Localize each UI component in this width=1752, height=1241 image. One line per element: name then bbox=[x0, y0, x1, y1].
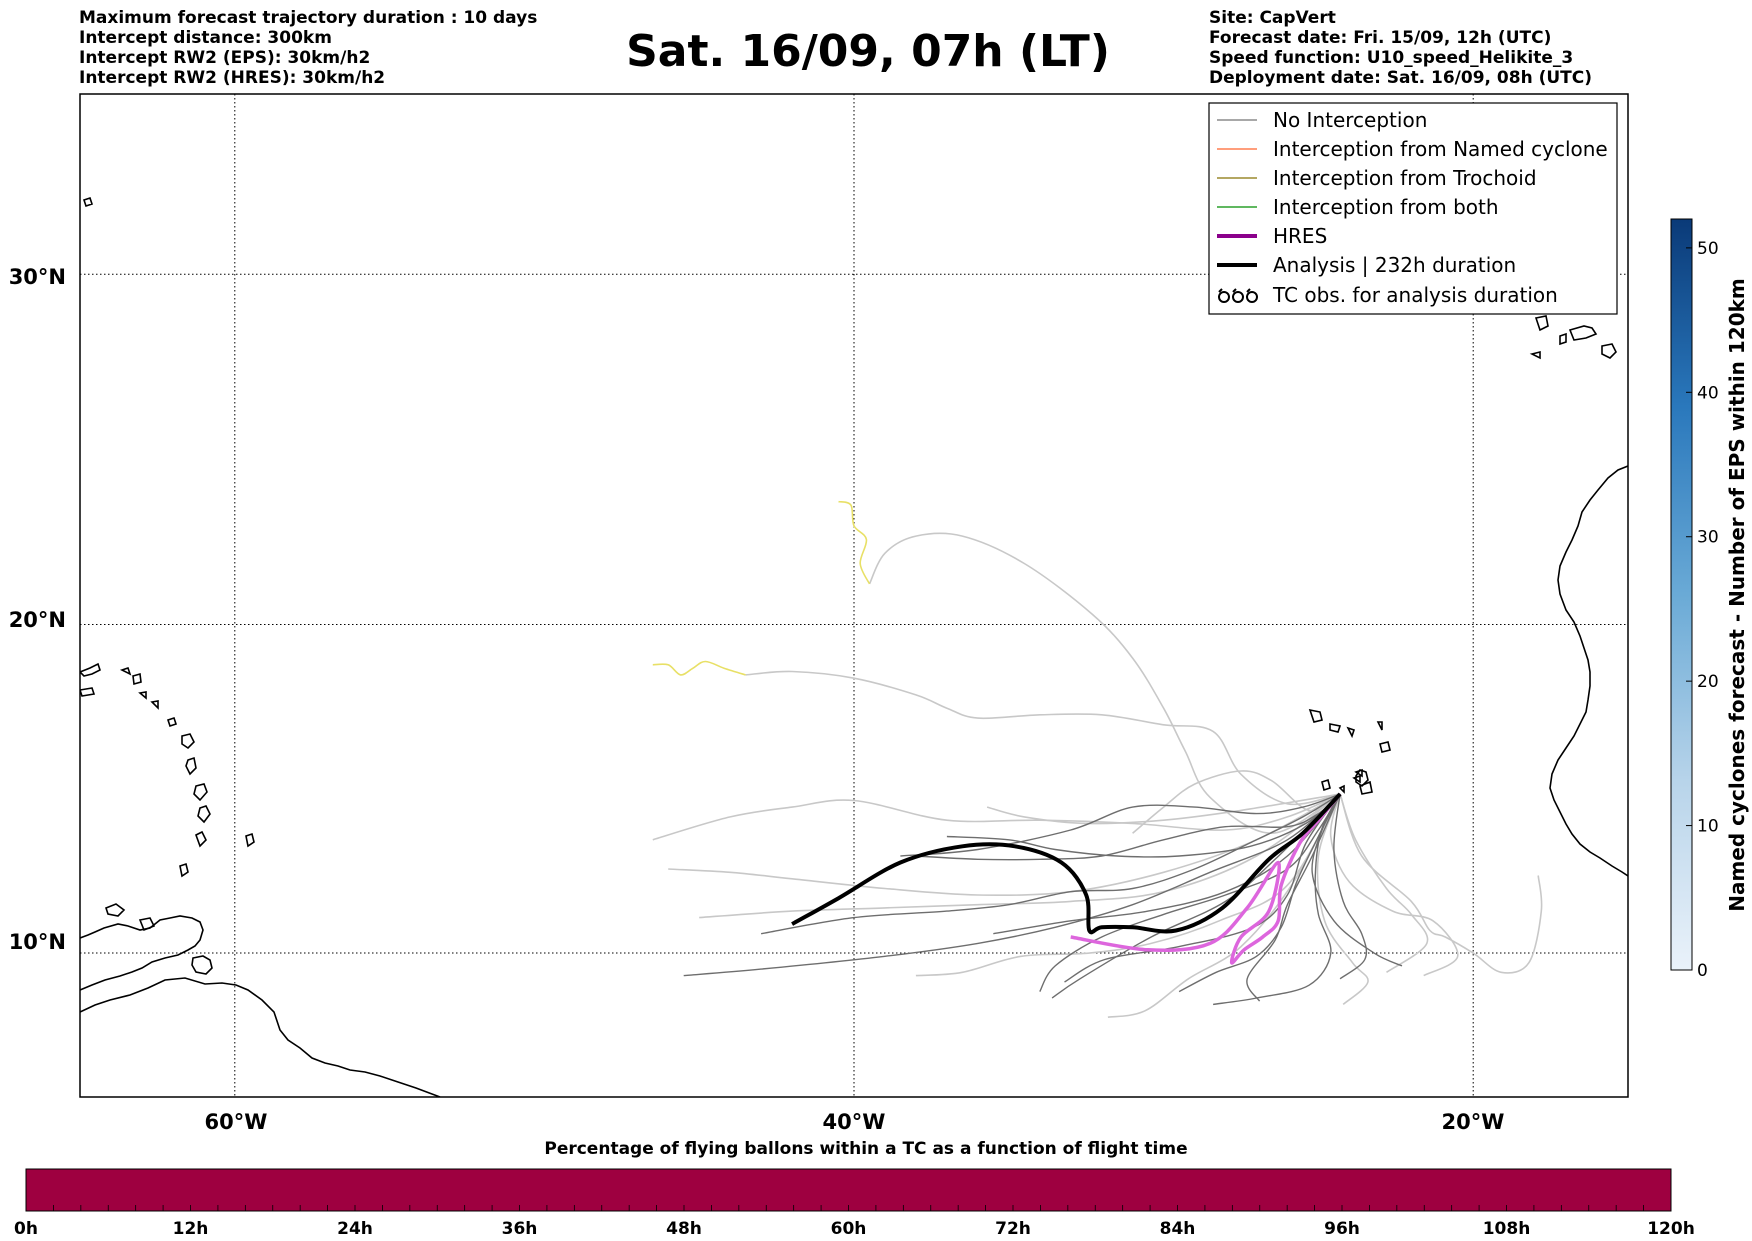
eps-trajectory bbox=[1132, 770, 1341, 834]
eps-trajectory bbox=[1039, 793, 1341, 992]
site-info: Site: CapVert Forecast date: Fri. 15/09,… bbox=[1209, 8, 1592, 88]
flight-time-tick-label: 12h bbox=[173, 1219, 209, 1239]
forecast-parameters: Maximum forecast trajectory duration : 1… bbox=[79, 8, 537, 88]
eps-trajectory bbox=[683, 793, 1341, 977]
legend-label: Interception from Named cyclone bbox=[1273, 137, 1608, 161]
flight-time-tick-label: 24h bbox=[337, 1219, 373, 1239]
legend-label: HRES bbox=[1273, 224, 1327, 248]
info-line: Deployment date: Sat. 16/09, 08h (UTC) bbox=[1209, 68, 1593, 88]
eps-trajectory bbox=[1316, 793, 1369, 1006]
flight-time-tick-label: 84h bbox=[1160, 1219, 1196, 1239]
eps-trajectory bbox=[652, 793, 1341, 841]
info-line: Maximum forecast trajectory duration : 1… bbox=[79, 8, 538, 28]
info-line: Intercept RW2 (HRES): 30km/h2 bbox=[79, 68, 386, 88]
lon-label-40w: 40°W bbox=[823, 1110, 886, 1134]
trochoid-trajectory bbox=[652, 660, 746, 676]
eps-trajectory bbox=[745, 670, 1341, 806]
lon-label-20w: 20°W bbox=[1442, 1110, 1505, 1134]
flight-time-tick-label: 60h bbox=[831, 1219, 867, 1239]
legend-label: TC obs. for analysis duration bbox=[1272, 283, 1558, 307]
south-america-coast bbox=[80, 977, 441, 1097]
flight-time-colorbar: Percentage of flying ballons within a TC… bbox=[14, 1139, 1695, 1239]
legend-box bbox=[1208, 102, 1618, 315]
eps-trajectory bbox=[1311, 793, 1403, 967]
africa-coast bbox=[1549, 465, 1628, 877]
eps-trajectory bbox=[1178, 793, 1341, 993]
flight-time-title: Percentage of flying ballons within a TC… bbox=[544, 1139, 1187, 1159]
flight-time-tick-label: 108h bbox=[1483, 1219, 1531, 1239]
flight-time-tick-label: 36h bbox=[502, 1219, 538, 1239]
flight-time-tick-label: 0h bbox=[14, 1219, 38, 1239]
origin-island bbox=[1355, 769, 1369, 788]
legend: No Interception Interception from Named … bbox=[1208, 102, 1618, 315]
colorbar-tick-label: 30 bbox=[1697, 528, 1719, 548]
named-cyclones-colorbar: 0 10 20 30 40 50 Named cyclones forecast - Nu… bbox=[1670, 218, 1749, 981]
eps-trajectory bbox=[1333, 793, 1368, 980]
eps-trajectory bbox=[1339, 793, 1543, 974]
tc-symbol-icon bbox=[1218, 288, 1258, 303]
legend-label: Interception from both bbox=[1273, 195, 1499, 219]
eps-trajectory bbox=[699, 793, 1341, 919]
legend-label: No Interception bbox=[1273, 108, 1427, 132]
flight-time-bar bbox=[25, 1168, 1672, 1212]
eps-trajectory bbox=[915, 793, 1341, 861]
colorbar-gradient bbox=[1670, 218, 1693, 971]
flight-time-tick-label: 72h bbox=[995, 1219, 1031, 1239]
colorbar-tick-label: 10 bbox=[1697, 817, 1719, 837]
flight-time-ticks: 0h 12h 24h 36h 48h 60h 72h 84h 96h 108h 120h bbox=[14, 1205, 1695, 1239]
hres-track bbox=[1070, 792, 1342, 965]
colorbar-tick-label: 20 bbox=[1697, 672, 1719, 692]
info-line: Intercept distance: 300km bbox=[79, 28, 332, 48]
map-frame bbox=[79, 93, 1629, 1098]
legend-label: Interception from Trochoid bbox=[1273, 166, 1537, 190]
coastlines bbox=[80, 196, 1628, 1097]
legend-label: Analysis | 232h duration bbox=[1273, 253, 1516, 277]
trochoid-trajectory bbox=[838, 500, 871, 585]
eps-trajectory bbox=[900, 793, 1341, 857]
eps-trajectory bbox=[1051, 793, 1341, 999]
colorbar-tick-label: 40 bbox=[1697, 383, 1719, 403]
colorbar-title: Named cyclones forecast - Number of EPS … bbox=[1725, 278, 1749, 912]
flight-time-tick-label: 96h bbox=[1324, 1219, 1360, 1239]
lon-label-60w: 60°W bbox=[205, 1110, 268, 1134]
colorbar-tick-label: 50 bbox=[1697, 239, 1719, 259]
eps-trajectory bbox=[668, 793, 1341, 897]
eps-trajectories-dark bbox=[683, 793, 1403, 1006]
eps-trajectory bbox=[760, 793, 1341, 935]
flight-time-tick-label: 120h bbox=[1647, 1219, 1695, 1239]
caribbean-islands bbox=[80, 196, 255, 932]
lat-label-10n: 10°N bbox=[9, 930, 66, 954]
trinidad-island bbox=[191, 955, 213, 975]
colorbar-ticks: 0 10 20 30 40 50 bbox=[1686, 239, 1719, 981]
cape-verde-islands bbox=[1308, 708, 1391, 795]
eps-trajectory bbox=[946, 793, 1341, 858]
lat-label-20n: 20°N bbox=[9, 608, 66, 632]
info-line: Speed function: U10_speed_Helikite_3 bbox=[1209, 48, 1574, 68]
eps-trajectory bbox=[986, 793, 1341, 825]
info-line: Forecast date: Fri. 15/09, 12h (UTC) bbox=[1209, 28, 1552, 48]
colorbar-tick-label: 0 bbox=[1697, 961, 1708, 981]
trochoid-trajectories bbox=[652, 500, 871, 676]
lat-label-30n: 30°N bbox=[9, 265, 66, 289]
eps-trajectory bbox=[1329, 793, 1459, 977]
info-line: Site: CapVert bbox=[1209, 8, 1336, 28]
venezuela-coast bbox=[80, 915, 204, 991]
info-line: Intercept RW2 (EPS): 30km/h2 bbox=[79, 48, 371, 68]
eps-trajectory bbox=[1246, 793, 1341, 1002]
graticule bbox=[80, 94, 1628, 1097]
canary-islands bbox=[1529, 315, 1617, 360]
page-title: Sat. 16/09, 07h (LT) bbox=[0, 26, 1752, 78]
flight-time-tick-label: 48h bbox=[666, 1219, 702, 1239]
analysis-track bbox=[791, 792, 1342, 935]
eps-trajectory bbox=[1339, 793, 1429, 973]
title-text: Sat. 16/09, 07h (LT) bbox=[626, 26, 1110, 77]
